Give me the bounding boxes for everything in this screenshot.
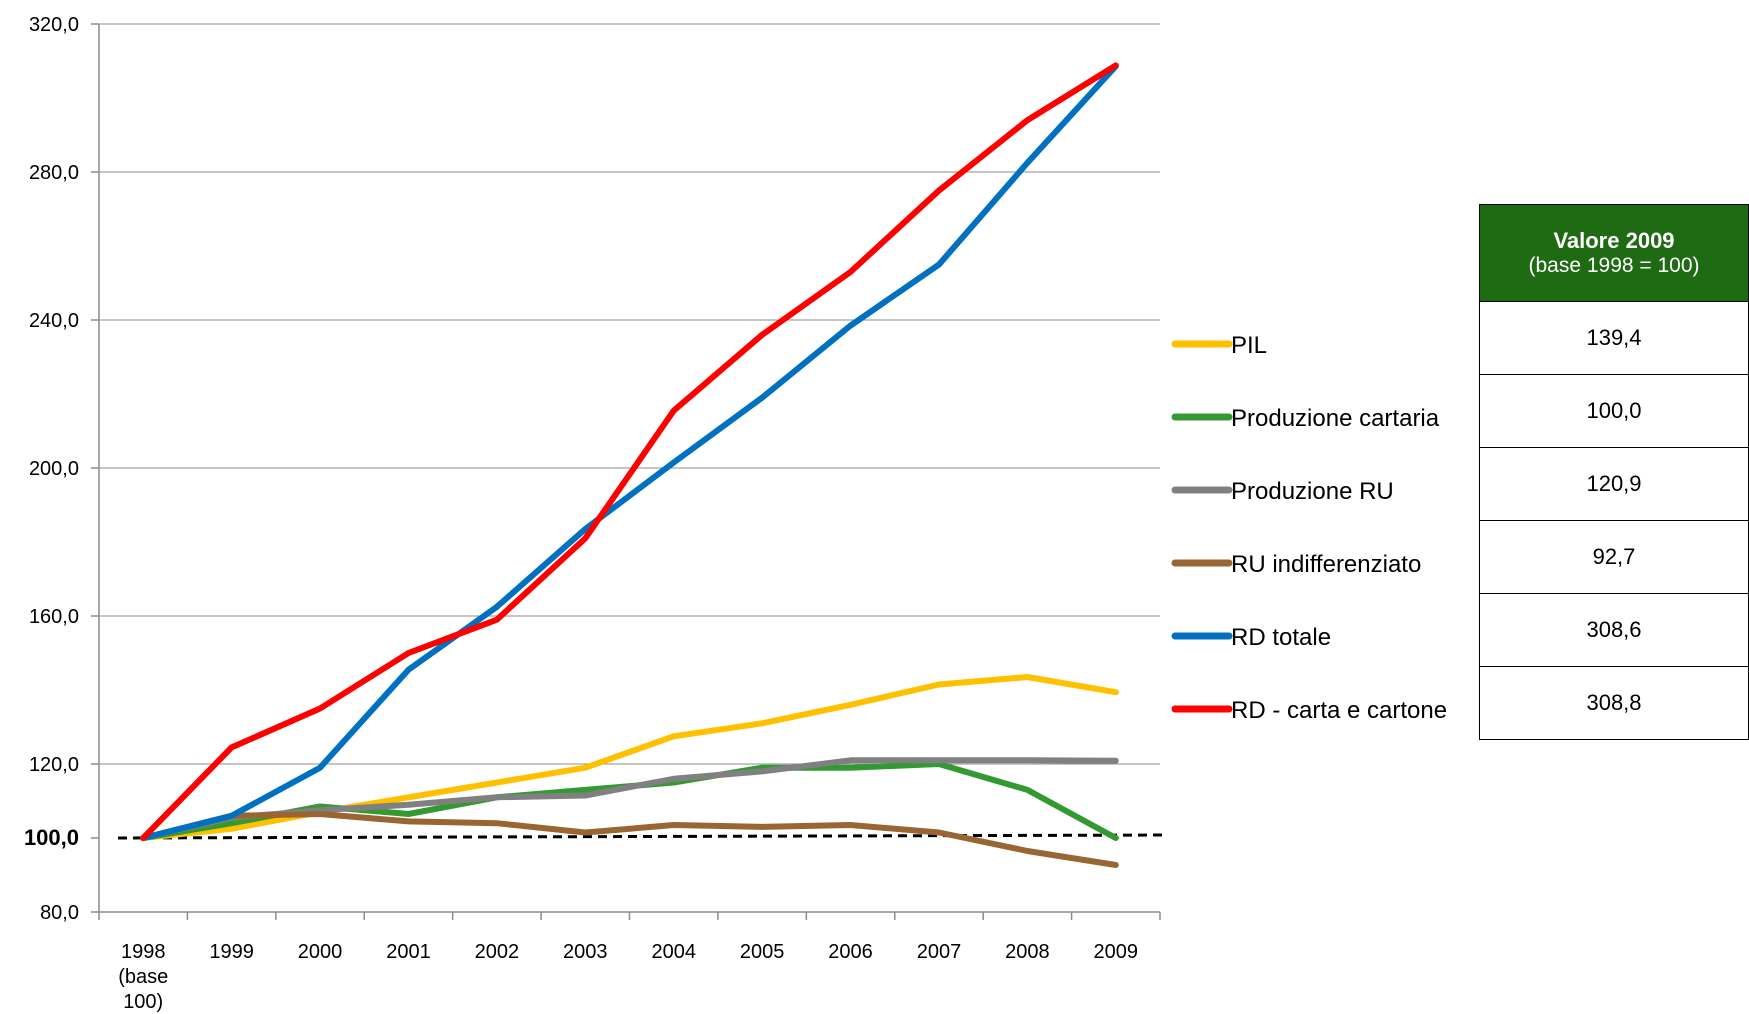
x-tick-label: 2006: [828, 941, 873, 963]
x-tick-label: 2003: [563, 941, 608, 963]
table-header: Valore 2009 (base 1998 = 100): [1479, 204, 1749, 302]
x-tick-label-line: (base: [118, 966, 168, 988]
x-tick-label: 2008: [1005, 941, 1050, 963]
x-tick-label: 1998 (base 100): [118, 941, 168, 1013]
x-tick-label-line: 2002: [475, 941, 520, 963]
legend-label: RU indifferenziato: [1231, 551, 1421, 578]
x-tick-label-line: 2003: [563, 941, 608, 963]
series-line: [140, 63, 1119, 841]
x-tick-label-line: 2001: [386, 941, 431, 963]
series-line: [140, 811, 1119, 868]
x-tick-label: 2004: [651, 941, 696, 963]
table-row: 139,4: [1479, 301, 1749, 375]
y-tick-label: 240,0: [29, 310, 79, 332]
table-cell-ru-indifferenziato: 92,7: [1479, 520, 1749, 594]
table-cell-rd-carta-cartone: 308,8: [1479, 666, 1749, 740]
y-tick-label: 120,0: [29, 754, 79, 776]
table-header-subtitle: (base 1998 = 100): [1528, 254, 1700, 277]
legend-label: RD totale: [1231, 624, 1331, 651]
y-axis-tick-labels: 80,0 100,0 120,0 160,0 200,0 240,0 280,0 320,0: [24, 14, 79, 924]
table-row: 308,6: [1479, 593, 1749, 667]
x-tick-label: 1999: [209, 941, 254, 963]
x-tick-label: 2007: [917, 941, 962, 963]
table-row: 120,9: [1479, 447, 1749, 521]
x-tick-label-line: 2009: [1094, 941, 1139, 963]
table-header-row: Valore 2009 (base 1998 = 100): [1479, 204, 1749, 302]
x-tick-label-line: 1999: [209, 941, 254, 963]
x-tick-label-line: 2005: [740, 941, 785, 963]
legend-label: RD - carta e cartone: [1231, 697, 1447, 724]
table-row: 100,0: [1479, 374, 1749, 448]
legend-label: PIL: [1231, 332, 1267, 359]
y-tick-label: 200,0: [29, 458, 79, 480]
series-lines: [140, 62, 1119, 868]
axes: [91, 23, 1161, 920]
baseline-reference: [117, 833, 1169, 840]
x-tick-label-line: 2004: [651, 941, 696, 963]
table-header-title: Valore 2009: [1553, 228, 1675, 253]
x-axis-tick-labels: 1998 (base 100) 1999 2000 2001 2002 2003 2004 200…: [118, 941, 1138, 1013]
y-tick-label: 160,0: [29, 606, 79, 628]
x-tick-label-line: 1998: [121, 941, 166, 963]
legend-label: Produzione cartaria: [1231, 405, 1440, 432]
legend: PIL Produzione cartaria Produzione RU RU in…: [1171, 332, 1447, 724]
table-cell-rd-totale: 308,6: [1479, 593, 1749, 667]
y-tick-label: 280,0: [29, 162, 79, 184]
x-tick-label: 2009: [1094, 941, 1139, 963]
x-tick-label: 2002: [475, 941, 520, 963]
table-cell-pil: 139,4: [1479, 301, 1749, 375]
gridlines: [99, 23, 1160, 765]
table-cell-produzione-ru: 120,9: [1479, 447, 1749, 521]
table-cell-produzione-cartaria: 100,0: [1479, 374, 1749, 448]
legend-label: Produzione RU: [1231, 478, 1394, 505]
x-tick-label-line: 2008: [1005, 941, 1050, 963]
x-tick-label: 2005: [740, 941, 785, 963]
x-tick-label-line: 2006: [828, 941, 873, 963]
x-tick-label-line: 2007: [917, 941, 962, 963]
reference-line-100: [117, 833, 1169, 840]
table-row: 92,7: [1479, 520, 1749, 594]
x-tick-label: 2001: [386, 941, 431, 963]
value-2009-table: Valore 2009 (base 1998 = 100) 139,4 100,…: [1479, 204, 1749, 740]
x-tick-label: 2000: [298, 941, 343, 963]
x-tick-label-line: 2000: [298, 941, 343, 963]
series-line: [140, 62, 1119, 841]
y-tick-label: 100,0: [24, 825, 79, 850]
table-row: 308,8: [1479, 666, 1749, 740]
y-tick-label: 80,0: [40, 902, 79, 924]
x-tick-label-line: 100): [123, 991, 163, 1013]
y-tick-label: 320,0: [29, 14, 79, 36]
